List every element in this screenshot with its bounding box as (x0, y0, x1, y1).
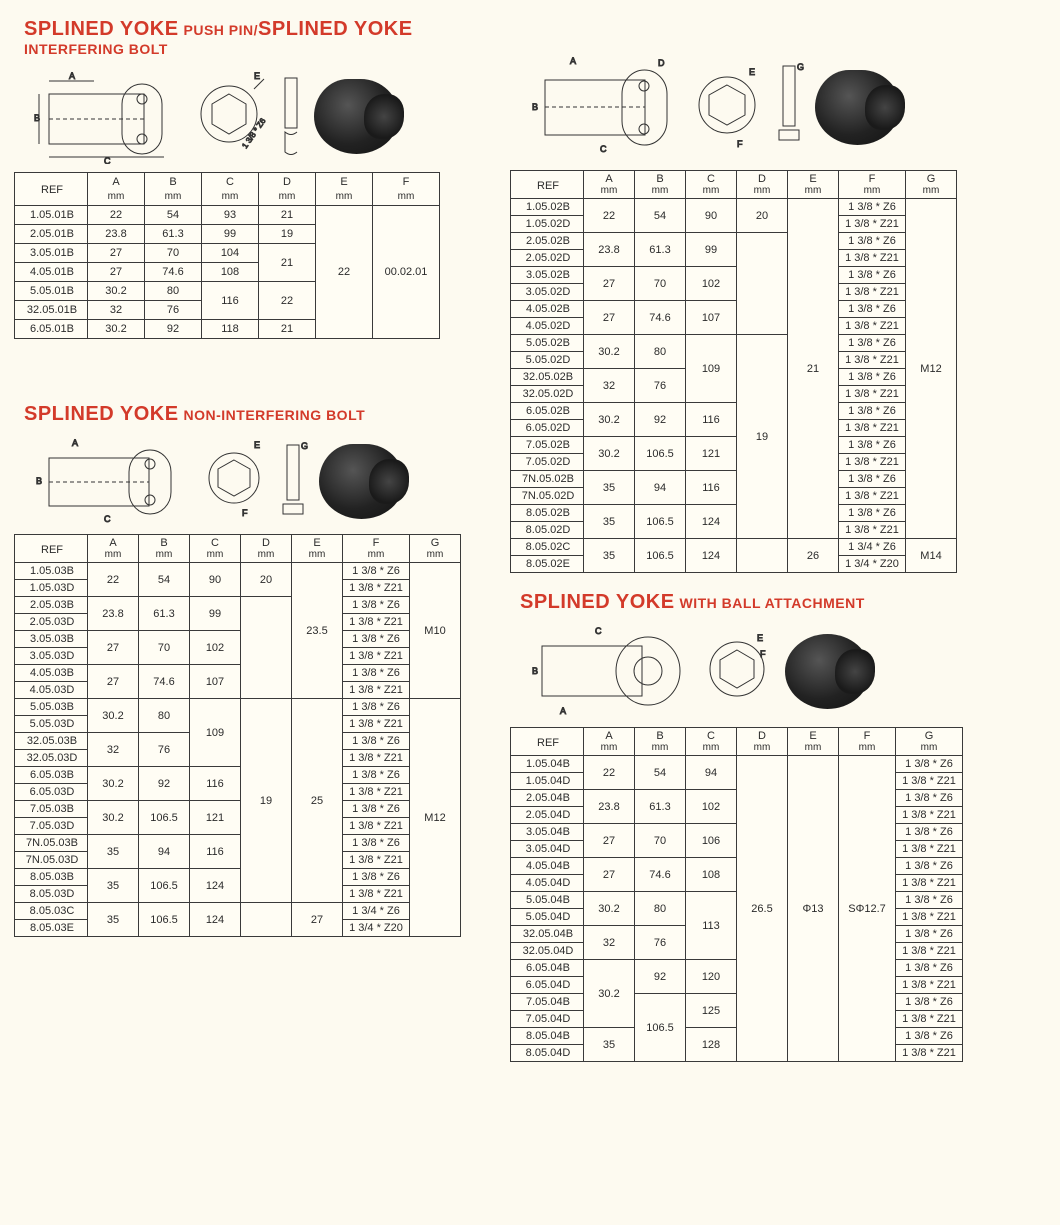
svg-text:C: C (595, 626, 602, 636)
svg-text:E: E (749, 67, 755, 77)
illustration-noninterfering: A B C E F G (34, 436, 490, 526)
svg-text:A: A (560, 706, 566, 716)
illustration-pushpin: A B C 1 3/8 * Z6 E (34, 69, 490, 164)
svg-text:E: E (254, 71, 260, 81)
svg-text:B: B (532, 102, 538, 112)
table-pushpin: REFABCDEFmmmmmmmmmmmm1.05.01B22549321220… (14, 172, 440, 339)
table-interfering: REFABCDEFGmmmmmmmmmmmmmm1.05.02B22549020… (510, 170, 957, 573)
title-pushpin: SPLINED YOKE PUSH PIN/SPLINED YOKE INTER… (24, 18, 494, 59)
svg-text:F: F (242, 508, 248, 518)
svg-text:B: B (532, 666, 538, 676)
svg-text:E: E (757, 633, 763, 643)
table-ball: REFABCDEFGmmmmmmmmmmmmmm1.05.04B22549426… (510, 727, 963, 1062)
illustration-ball: C B A EF (530, 624, 1036, 719)
svg-text:F: F (760, 649, 766, 659)
title-noninterfering: SPLINED YOKE NON-INTERFERING BOLT (24, 403, 494, 426)
product-photo-2 (815, 70, 900, 145)
svg-text:C: C (600, 144, 607, 154)
svg-text:E: E (254, 440, 260, 450)
product-photo-4 (785, 634, 870, 709)
svg-text:A: A (72, 438, 78, 448)
illustration-interfering: A B C D E F G (530, 52, 1036, 162)
svg-text:A: A (69, 71, 75, 81)
svg-text:G: G (301, 441, 308, 451)
svg-text:F: F (737, 139, 743, 149)
svg-text:G: G (797, 62, 804, 72)
svg-text:A: A (570, 56, 576, 66)
svg-text:B: B (36, 476, 42, 486)
svg-text:C: C (104, 156, 111, 164)
svg-text:B: B (34, 113, 40, 123)
svg-text:C: C (104, 514, 111, 524)
table-noninterfering: REFABCDEFGmmmmmmmmmmmmmm1.05.03B22549020… (14, 534, 461, 937)
product-photo-3 (319, 444, 404, 519)
title-ball: SPLINED YOKE WITH BALL ATTACHMENT (520, 591, 1040, 614)
svg-text:D: D (658, 58, 665, 68)
svg-text:1 3/8 * Z6: 1 3/8 * Z6 (240, 116, 268, 150)
product-photo-1 (314, 79, 399, 154)
